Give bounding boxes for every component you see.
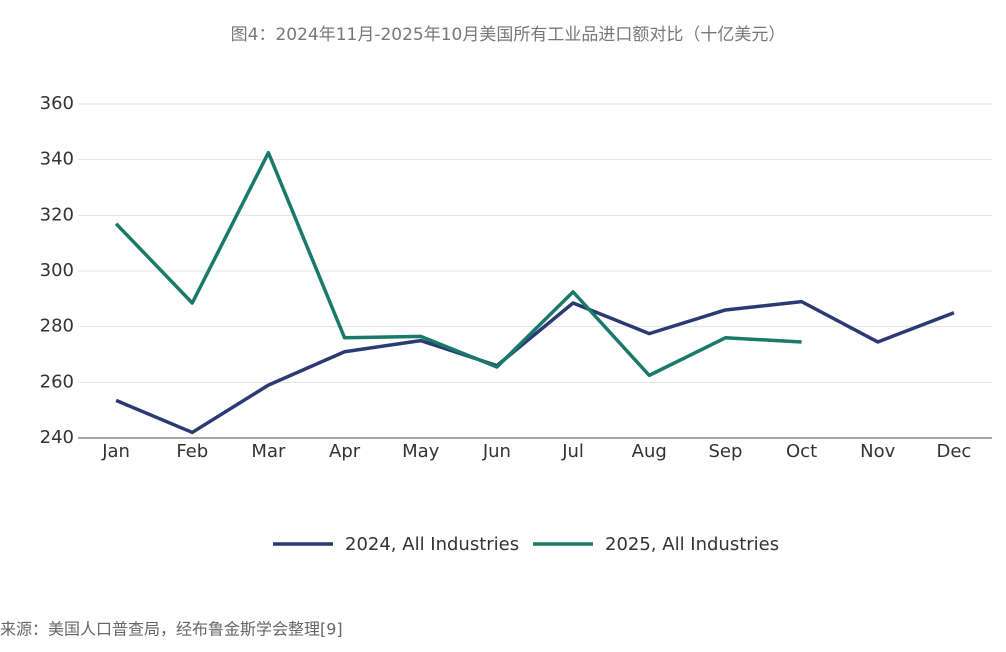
x-tick-label: Feb (176, 441, 208, 462)
x-tick-label: Nov (860, 441, 895, 462)
x-tick-label: May (402, 441, 440, 462)
x-tick-label: Mar (251, 441, 286, 462)
y-tick-label: 280 (40, 316, 74, 337)
series-line (115, 299, 955, 435)
x-tick-label: Aug (632, 441, 667, 462)
legend-label: 2024, All Industries (345, 534, 519, 555)
y-tick-label: 320 (40, 204, 74, 225)
chart-title: 图4：2024年11月-2025年10月美国所有工业品进口额对比（十亿美元） (231, 25, 786, 45)
x-tick-label: Sep (708, 441, 742, 462)
x-tick-label: Jan (101, 441, 130, 462)
y-tick-label: 360 (40, 93, 74, 114)
x-tick-label: Jun (482, 441, 511, 462)
y-tick-label: 300 (40, 260, 74, 281)
x-tick-label: Apr (329, 441, 361, 462)
y-tick-label: 340 (40, 149, 74, 170)
legend-label: 2025, All Industries (605, 534, 779, 555)
x-tick-label: Oct (786, 441, 817, 462)
x-tick-label: Jul (561, 441, 584, 462)
y-tick-label: 260 (40, 371, 74, 392)
y-tick-label: 240 (40, 427, 74, 448)
series-line (114, 150, 802, 378)
x-tick-label: Dec (936, 441, 971, 462)
source-note: 来源：美国人口普查局，经布鲁金斯学会整理[9] (0, 620, 343, 639)
